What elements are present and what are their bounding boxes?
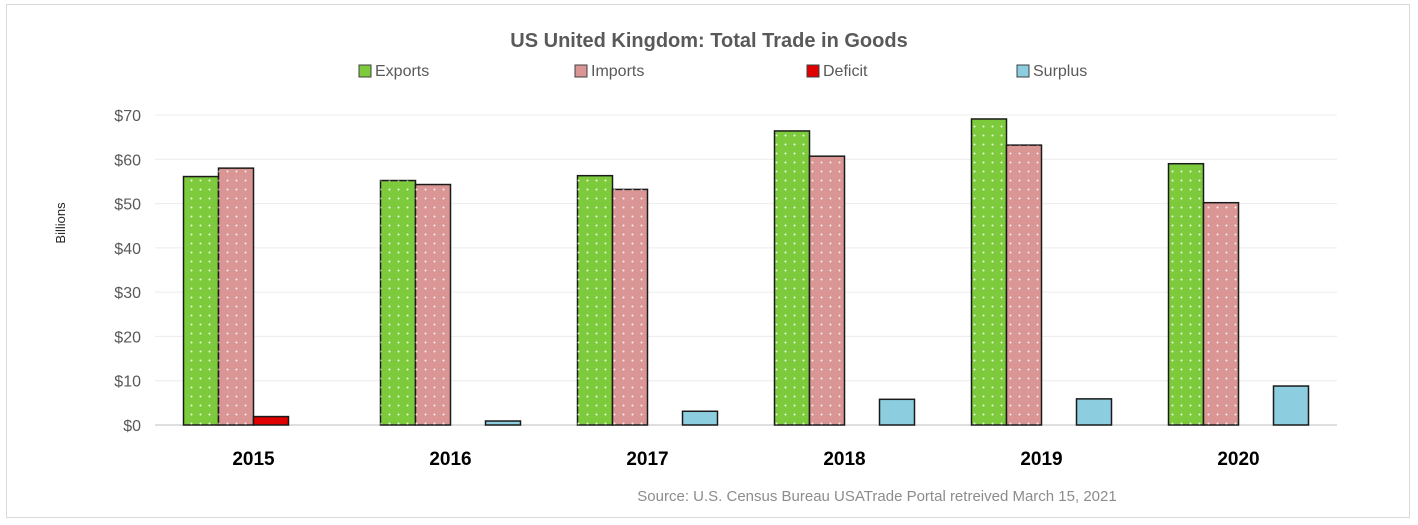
legend-label-surplus: Surplus xyxy=(1033,63,1087,80)
legend-label-exports: Exports xyxy=(375,63,429,80)
legend-label-deficit: Deficit xyxy=(823,63,868,80)
legend-swatch-imports xyxy=(574,64,588,78)
grid-lines xyxy=(155,114,1337,426)
y-tick-label: $50 xyxy=(114,197,141,214)
bar-exports-2020 xyxy=(1167,162,1205,426)
bar-surplus-2016 xyxy=(484,420,522,426)
legend-swatch-exports xyxy=(358,64,372,78)
legend-swatch-deficit xyxy=(806,64,820,78)
y-tick-label: $20 xyxy=(114,329,141,346)
x-tick-label: 2020 xyxy=(1217,449,1259,470)
bar-surplus-2019 xyxy=(1075,398,1113,426)
y-tick-label: $10 xyxy=(114,374,141,391)
bar-surplus-2018 xyxy=(878,398,916,426)
y-axis-ticks: $0 $10 $20 $30 $40 $50 $60 $70 xyxy=(114,108,141,435)
source-note: Source: U.S. Census Bureau USATrade Port… xyxy=(637,488,1116,505)
y-tick-label: $0 xyxy=(123,418,141,435)
bar-surplus-2020 xyxy=(1272,385,1310,426)
chart-frame: US United Kingdom: Total Trade in Goods … xyxy=(6,4,1410,518)
x-tick-label: 2018 xyxy=(823,449,865,470)
y-tick-label: $40 xyxy=(114,241,141,258)
x-tick-label: 2015 xyxy=(232,449,275,470)
bar-exports-2016 xyxy=(379,179,417,426)
x-axis-ticks: 2015 2016 2017 2018 2019 2020 xyxy=(232,449,1259,470)
y-tick-label: $60 xyxy=(114,152,141,169)
legend: Exports Imports Deficit Surplus xyxy=(358,63,1087,80)
bar-chart: US United Kingdom: Total Trade in Goods … xyxy=(53,30,1337,505)
bar-exports-2017 xyxy=(576,174,614,426)
chart-title: US United Kingdom: Total Trade in Goods xyxy=(510,30,907,52)
bar-imports-2019 xyxy=(1005,144,1043,426)
bar-imports-2016 xyxy=(414,183,452,426)
x-tick-label: 2019 xyxy=(1020,449,1062,470)
bar-surplus-2017 xyxy=(681,410,719,426)
bar-exports-2018 xyxy=(773,130,811,426)
x-tick-label: 2016 xyxy=(429,449,471,470)
y-tick-label: $30 xyxy=(114,285,141,302)
bars xyxy=(182,118,1310,426)
bar-imports-2015 xyxy=(217,167,255,426)
legend-swatch-surplus xyxy=(1016,64,1030,78)
y-tick-label: $70 xyxy=(114,108,141,125)
y-axis-label: Billions xyxy=(53,202,68,244)
x-tick-label: 2017 xyxy=(626,449,668,470)
bar-deficit-2015 xyxy=(252,415,290,426)
bar-imports-2020 xyxy=(1202,201,1240,426)
bar-imports-2018 xyxy=(808,155,846,426)
bar-imports-2017 xyxy=(611,188,649,426)
bar-exports-2015 xyxy=(182,175,220,426)
legend-label-imports: Imports xyxy=(591,63,644,80)
bar-exports-2019 xyxy=(970,118,1008,426)
